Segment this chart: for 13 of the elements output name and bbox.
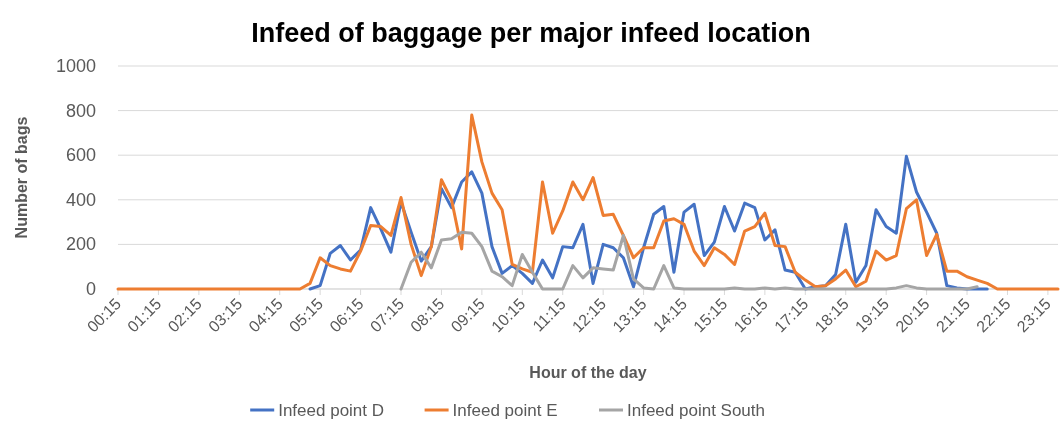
line-series [399, 230, 979, 291]
y-tick-label: 200 [65, 234, 96, 255]
legend-label: Infeed point South [627, 401, 766, 420]
legend-label: Infeed point E [452, 401, 558, 420]
y-tick-label: 800 [65, 100, 96, 121]
chart-title: Infeed of baggage per major infeed location [251, 18, 811, 48]
y-tick-label: 400 [65, 189, 96, 210]
y-tick-label: 1000 [55, 56, 96, 76]
y-tick-label: 0 [85, 279, 96, 299]
y-axis-title: Number of bags [13, 116, 30, 239]
x-axis-title: Hour of the day [529, 364, 647, 381]
y-tick-label: 600 [65, 145, 96, 166]
legend-label: Infeed point D [278, 401, 385, 420]
